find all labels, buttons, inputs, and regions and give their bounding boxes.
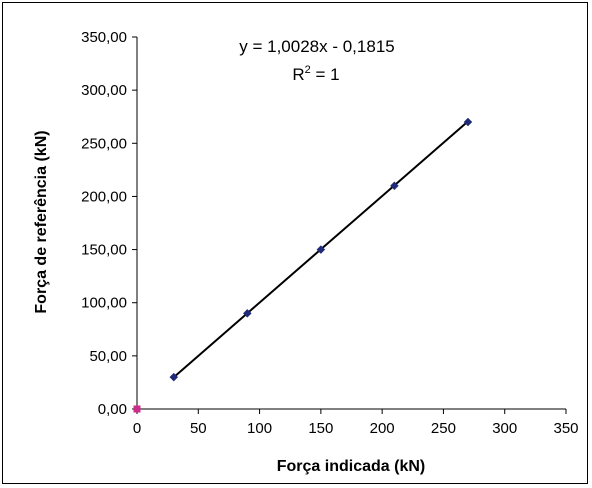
- y-tick-label: 100,00: [81, 295, 127, 312]
- r-squared-base: R: [292, 65, 304, 84]
- axes: [136, 37, 566, 410]
- data-point-square: [133, 405, 141, 413]
- y-tick-label: 50,00: [89, 348, 127, 365]
- x-tick-label: 150: [308, 420, 333, 437]
- chart-frame: [2, 2, 588, 484]
- x-tick-label: 50: [190, 420, 207, 437]
- data-point-diamond: [316, 245, 326, 254]
- x-tick-label: 300: [492, 420, 517, 437]
- trendline-equation: y = 1,0028x - 0,1815: [239, 37, 394, 56]
- x-tick-label: 0: [133, 420, 141, 437]
- data-point-diamond: [242, 308, 252, 318]
- x-tick-label: 100: [247, 420, 272, 437]
- data-point-diamond: [169, 372, 179, 382]
- x-tick-label: 200: [370, 420, 395, 437]
- y-axis-ticks: 0,00 50,00 100,00 150,00 200,00 250,00 300,00 3…: [81, 29, 137, 418]
- x-axis-ticks: 0 50 100 150 200 250 300 350: [133, 409, 579, 437]
- y-tick-label: 300,00: [81, 82, 127, 99]
- y-axis-title: Força de referência (kN): [33, 130, 50, 313]
- y-tick-label: 350,00: [81, 29, 127, 46]
- data-point-diamond: [463, 117, 473, 127]
- data-points: [133, 117, 473, 413]
- x-tick-label: 250: [431, 420, 456, 437]
- r-squared-value: = 1: [311, 65, 340, 84]
- y-tick-label: 0,00: [98, 401, 127, 418]
- x-axis-title: Força indicada (kN): [277, 458, 425, 475]
- y-tick-label: 250,00: [81, 135, 127, 152]
- y-tick-label: 150,00: [81, 242, 127, 259]
- x-tick-label: 350: [553, 420, 578, 437]
- data-point-diamond: [390, 181, 399, 191]
- y-tick-label: 200,00: [81, 188, 127, 205]
- r-squared-superscript: 2: [305, 64, 311, 76]
- r-squared-label: R2 = 1: [292, 64, 339, 84]
